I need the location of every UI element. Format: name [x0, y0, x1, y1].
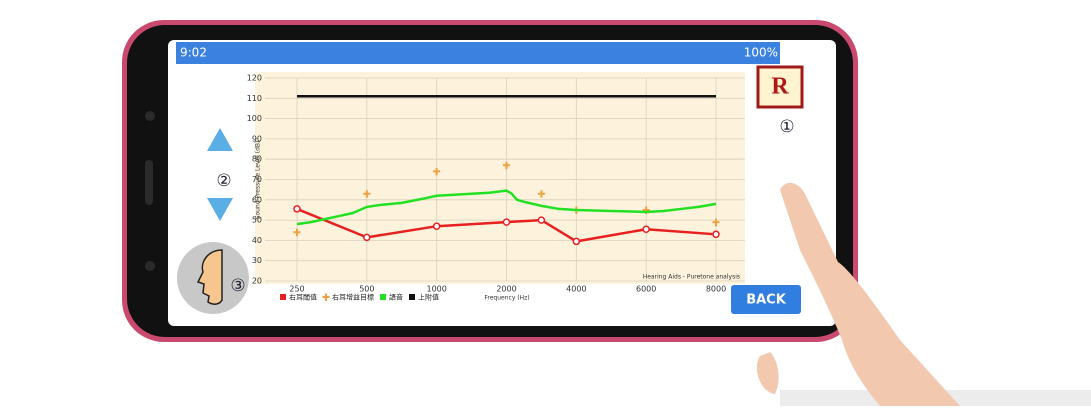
thumb: [756, 352, 779, 394]
y-tick-label: 100: [247, 114, 262, 123]
status-time: 9:02: [180, 46, 207, 60]
marker-label: ②: [216, 171, 231, 191]
legend-label: 上附值: [418, 293, 439, 302]
legend-swatch: [280, 294, 286, 300]
x-tick-label: 4000: [566, 285, 586, 294]
x-tick-label: 250: [289, 285, 304, 294]
ear-badge[interactable]: [756, 65, 804, 109]
series-line: [296, 207, 717, 243]
point: [293, 205, 301, 213]
x-axis-label: Frequency (Hz): [484, 295, 529, 302]
legend-label: 右耳增益目標: [332, 293, 374, 302]
point: [363, 233, 371, 242]
y-tick-label: 120: [247, 74, 262, 83]
chart: 20 30 40 50 60 70 80 90 100 110 120 250 500 1000 2000 4…: [247, 74, 745, 302]
y-tick-label: 30: [252, 256, 262, 265]
y-tick-label: 40: [252, 236, 262, 245]
target-marker: [433, 167, 441, 176]
hand: [780, 182, 960, 406]
y-tick-label: 80: [252, 155, 262, 164]
sensor: [145, 261, 155, 271]
marker-label: ①: [779, 117, 794, 137]
x-tick-label: 2000: [496, 285, 516, 294]
legend-label: 語音: [389, 293, 403, 302]
face-icon: [196, 249, 223, 305]
target-marker: [537, 190, 545, 198]
y-tick-label: 20: [252, 277, 262, 286]
status-battery: 100%: [744, 46, 778, 60]
series-line: [296, 189, 717, 226]
x-tick-label: 8000: [706, 285, 726, 294]
point: [572, 237, 581, 246]
x-tick-label: 6000: [636, 285, 656, 294]
target-marker: [503, 161, 510, 170]
x-tick-label: 1000: [426, 285, 446, 294]
point: [537, 216, 546, 224]
legend-swatch: [409, 294, 415, 300]
legend-swatch: [380, 294, 386, 300]
y-tick-label: 70: [252, 175, 262, 184]
y-tick-label: 50: [252, 216, 262, 225]
legend-marker: [322, 293, 330, 301]
target-marker: [293, 228, 301, 237]
target-marker: [363, 190, 371, 198]
point: [502, 218, 511, 226]
y-axis-label: Sound Pressure Level (dB): [255, 141, 262, 220]
legend-label: 右耳閾值: [289, 293, 317, 302]
x-tick-label: 500: [359, 285, 374, 294]
annotation: Hearing Aids - Puretone analysis: [643, 274, 740, 281]
down-button[interactable]: [207, 198, 233, 221]
sensor: [145, 111, 155, 121]
y-tick-label: 110: [247, 94, 262, 103]
status-bar: [176, 42, 780, 64]
up-button[interactable]: [207, 128, 233, 151]
plot-area: [255, 72, 745, 284]
target-marker: [712, 218, 720, 227]
speaker: [145, 160, 153, 205]
y-tick-label: 60: [252, 195, 262, 204]
marker-label: ③: [230, 276, 245, 296]
ear-badge-label: R: [771, 74, 789, 100]
back-button-label: BACK: [746, 293, 787, 308]
point: [642, 225, 650, 233]
y-tick-label: 90: [252, 134, 262, 143]
back-button[interactable]: [731, 285, 801, 314]
point: [712, 230, 720, 239]
point: [432, 222, 441, 230]
